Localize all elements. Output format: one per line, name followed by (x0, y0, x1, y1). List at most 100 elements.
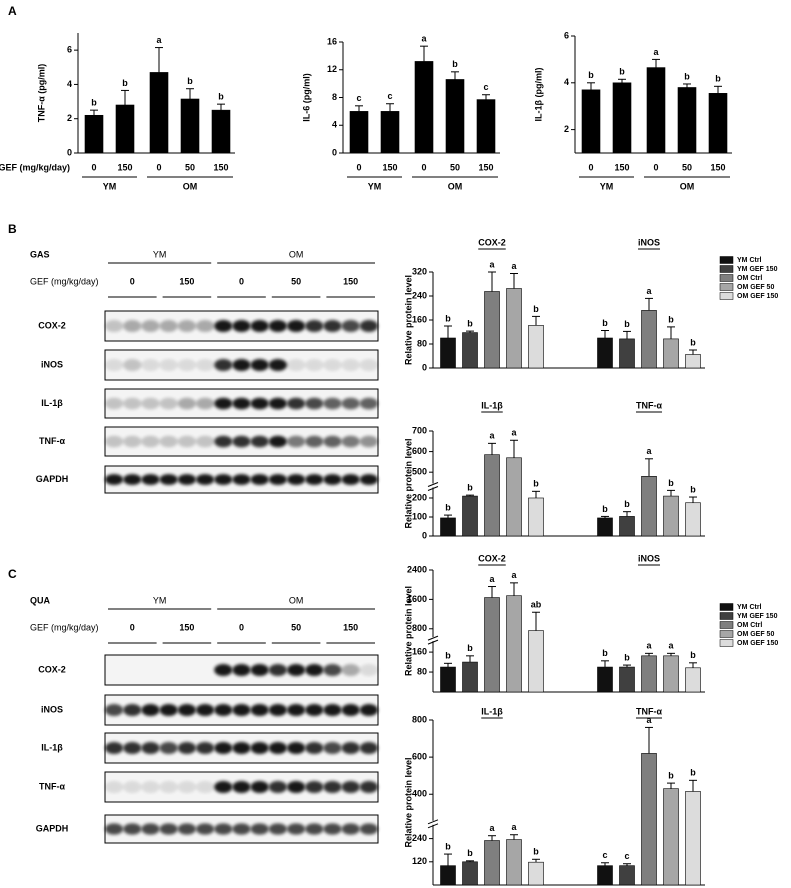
significance-letter: a (489, 823, 495, 833)
bar (506, 839, 522, 886)
y-tick-label: 4 (332, 120, 337, 130)
bar (476, 99, 496, 154)
y-axis-label: TNF-α (pg/ml) (36, 64, 46, 123)
blot-band (141, 742, 160, 754)
blot-band (123, 359, 142, 371)
bar (528, 497, 544, 537)
significance-letter: b (684, 71, 690, 81)
significance-letter: b (445, 651, 451, 661)
significance-letter: a (668, 641, 674, 651)
y-tick-label: 800 (412, 623, 427, 633)
blot-band (341, 435, 360, 448)
axis-break (427, 635, 439, 641)
blot-band (268, 781, 287, 793)
blot-band (177, 359, 196, 371)
y-tick-label: 0 (422, 362, 427, 372)
group-label: OM (289, 595, 304, 605)
significance-letter: a (156, 35, 162, 45)
blot-band (141, 397, 160, 410)
significance-letter: a (653, 47, 659, 57)
x-tick-label: 0 (356, 162, 361, 172)
group-label: OM (289, 249, 304, 259)
bar (462, 861, 478, 886)
blot-band (196, 435, 215, 448)
panel-letter: B (8, 222, 17, 236)
bar (619, 338, 635, 369)
blot-band (177, 474, 196, 485)
y-axis-label: Relative protein level (403, 757, 413, 847)
group-title: iNOS (638, 237, 660, 247)
axis-break (427, 823, 439, 829)
bar (506, 457, 522, 537)
blot-band (341, 781, 360, 793)
bar (597, 666, 613, 693)
blot-band (159, 435, 178, 448)
blot-band (287, 664, 306, 676)
blot-band (141, 435, 160, 448)
dose-label: 150 (343, 622, 358, 632)
blot-band (105, 823, 124, 835)
blot-band (196, 704, 215, 716)
blot-band (250, 474, 269, 485)
x-tick-label: 0 (421, 162, 426, 172)
bar (685, 354, 701, 369)
bar (685, 791, 701, 886)
significance-letter: b (533, 847, 539, 857)
blot-band (232, 435, 251, 448)
blot-band (141, 823, 160, 835)
blot-band (123, 320, 142, 332)
blot-band (323, 823, 342, 835)
y-tick-label: 6 (67, 45, 72, 55)
blot-band (159, 742, 178, 754)
bar (484, 840, 500, 886)
blot-band (323, 704, 342, 716)
y-tick-label: 800 (412, 714, 427, 724)
bar (685, 502, 701, 537)
blot-band (359, 320, 378, 332)
legend-swatch (719, 639, 734, 647)
bar (663, 338, 679, 369)
blot-band (323, 435, 342, 448)
group-label: YM (103, 181, 117, 191)
blot-band (105, 474, 124, 485)
significance-letter: b (690, 768, 696, 778)
blot-band (287, 823, 306, 835)
dose-title: GEF (mg/kg/day) (30, 622, 99, 632)
dose-label: 0 (239, 276, 244, 286)
dose-label: 0 (130, 622, 135, 632)
significance-letter: b (91, 98, 97, 108)
blot-row-label: GAPDH (36, 474, 69, 484)
legend-label: OM Ctrl (737, 622, 762, 629)
y-tick-label: 400 (412, 789, 427, 799)
significance-letter: a (511, 822, 517, 832)
y-tick-label: 80 (417, 666, 427, 676)
dose-label: 150 (179, 276, 194, 286)
legend-label: OM GEF 50 (737, 284, 774, 291)
blot-band (123, 474, 142, 485)
blot-band (305, 320, 324, 332)
legend-swatch (719, 256, 734, 264)
blot-band (359, 359, 378, 371)
significance-letter: ab (531, 600, 542, 610)
blot-band (287, 474, 306, 485)
legend-label: YM Ctrl (737, 604, 762, 611)
bar (619, 865, 635, 886)
axis-break (427, 639, 439, 645)
blot-band (232, 823, 251, 835)
significance-letter: c (602, 850, 607, 860)
blot-band (123, 823, 142, 835)
blot-band (287, 435, 306, 448)
significance-letter: a (511, 261, 517, 271)
y-tick-label: 160 (412, 314, 427, 324)
legend-swatch (719, 612, 734, 620)
legend-swatch (719, 265, 734, 273)
blot-band (250, 781, 269, 793)
blot-band (359, 823, 378, 835)
bar (484, 454, 500, 537)
blot-band (141, 359, 160, 371)
y-tick-label: 8 (332, 92, 337, 102)
blot-band (141, 704, 160, 716)
significance-letter: a (646, 715, 652, 725)
bar (641, 753, 657, 886)
blot-band (287, 320, 306, 332)
